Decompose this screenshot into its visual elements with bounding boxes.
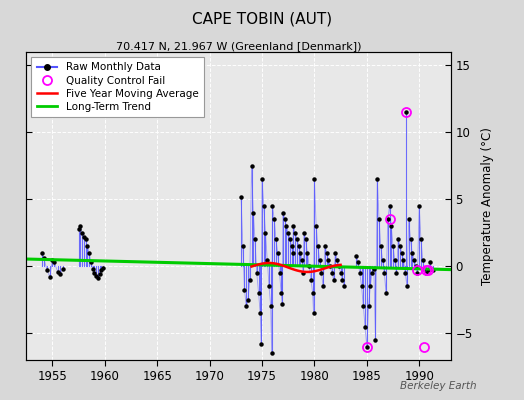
- Y-axis label: Temperature Anomaly (°C): Temperature Anomaly (°C): [481, 127, 494, 285]
- Title: 70.417 N, 21.967 W (Greenland [Denmark]): 70.417 N, 21.967 W (Greenland [Denmark]): [116, 41, 361, 51]
- Legend: Raw Monthly Data, Quality Control Fail, Five Year Moving Average, Long-Term Tren: Raw Monthly Data, Quality Control Fail, …: [31, 57, 204, 117]
- Text: CAPE TOBIN (AUT): CAPE TOBIN (AUT): [192, 12, 332, 27]
- Text: Berkeley Earth: Berkeley Earth: [400, 381, 477, 391]
